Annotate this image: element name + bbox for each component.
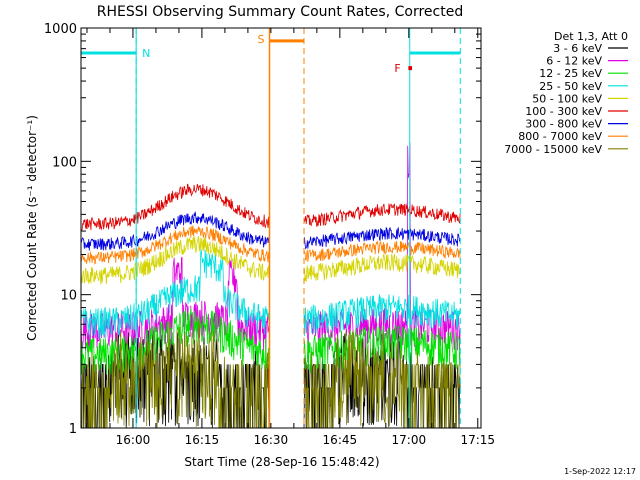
series-trace-4 (80, 236, 270, 285)
x-tick-label: 16:00 (116, 433, 151, 447)
night-marker-label: N (142, 47, 150, 60)
y-tick-label: 1000 (44, 22, 77, 37)
series-trace-6 (303, 226, 461, 250)
series-trace-7 (303, 240, 461, 263)
x-tick-label: 16:45 (323, 433, 358, 447)
legend-label-7: 800 - 7000 keV (518, 130, 602, 143)
legend-label-6: 300 - 800 keV (525, 118, 602, 131)
series-trace-5 (303, 203, 461, 227)
x-tick-label: 16:15 (185, 433, 220, 447)
x-axis-label: Start Time (28-Sep-16 15:48:42) (184, 455, 379, 469)
y-tick-label: 10 (60, 289, 77, 304)
legend-label-4: 50 - 100 keV (532, 92, 602, 105)
legend-title: Det 1,3, Att 0 (554, 30, 628, 43)
series-trace-3 (303, 294, 461, 337)
y-axis: 1000 100 10 1 (44, 22, 481, 437)
legend-label-8: 7000 - 15000 keV (504, 143, 602, 156)
series-trace-8 (80, 319, 270, 429)
series-trace-4 (303, 253, 461, 283)
x-tick-label: 17:15 (460, 433, 495, 447)
series-trace-3 (80, 249, 270, 339)
plot-frame (80, 27, 482, 429)
flare-marker-label: F (394, 62, 400, 75)
series-trace-5 (80, 183, 270, 231)
saa-marker-label: S (258, 33, 265, 46)
y-axis-label: Corrected Count Rate (s⁻¹ detector⁻¹) (25, 115, 39, 341)
series-trace-8 (303, 330, 461, 429)
footer-timestamp: 1-Sep-2022 12:17 (564, 467, 636, 476)
chart-title: RHESSI Observing Summary Count Rates, Co… (97, 4, 463, 20)
legend-label-3: 25 - 50 keV (539, 80, 602, 93)
legend-label-2: 12 - 25 keV (539, 67, 602, 80)
legend-label-5: 100 - 300 keV (525, 105, 602, 118)
series-trace-7 (80, 225, 270, 265)
y-tick-label: 1 (69, 422, 77, 437)
legend-label-1: 6 - 12 keV (546, 55, 602, 68)
x-tick-label: 16:30 (254, 433, 289, 447)
y-tick-label: 100 (52, 155, 77, 170)
data-marks (80, 142, 461, 429)
x-tick-label: 17:00 (392, 433, 427, 447)
x-axis: 16:00 16:15 16:30 16:45 17:00 17:15 (86, 28, 495, 447)
series-trace-6 (80, 211, 270, 251)
legend-label-0: 3 - 6 keV (553, 42, 602, 55)
